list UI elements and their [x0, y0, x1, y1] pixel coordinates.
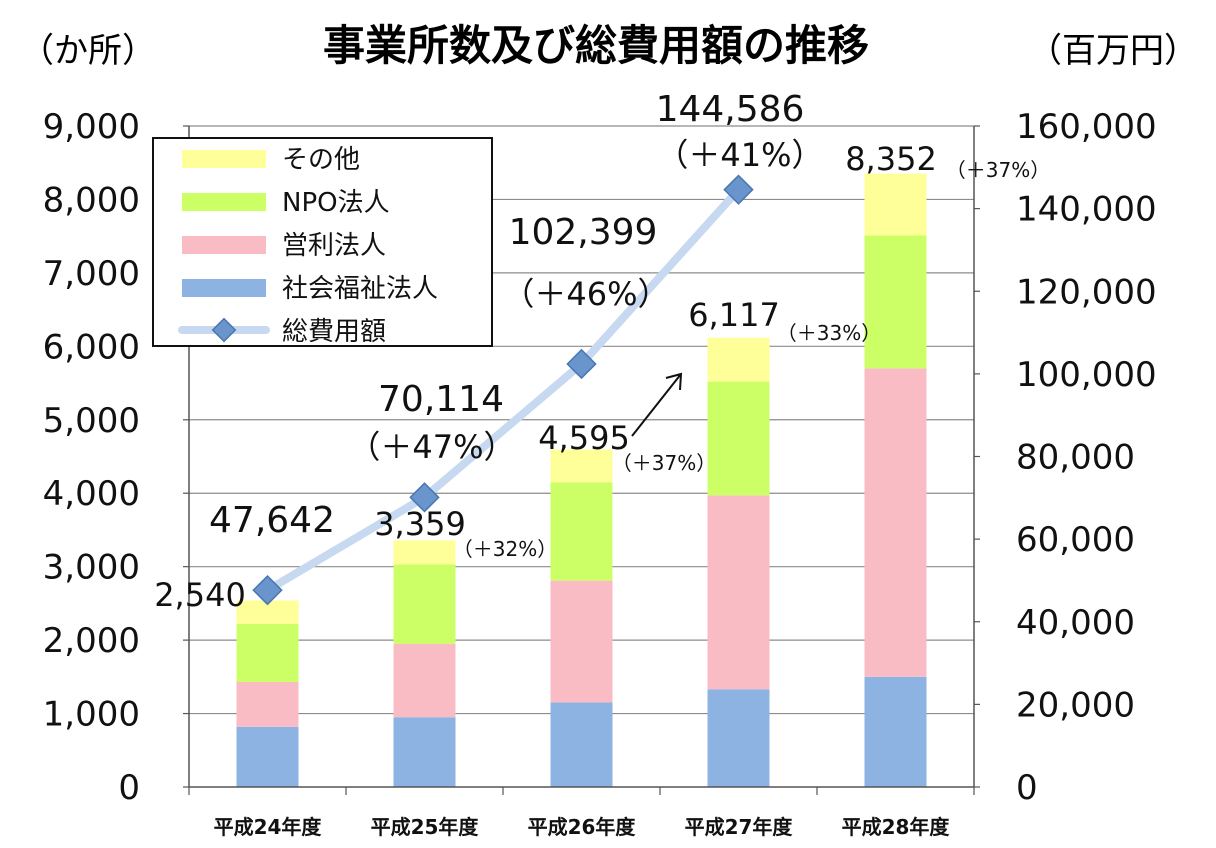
legend-swatch	[182, 193, 266, 211]
bar-segment	[864, 235, 927, 369]
bar-segment	[393, 717, 456, 787]
bar-segment	[236, 600, 299, 624]
bar-segment	[236, 726, 299, 787]
legend-label: その他	[282, 145, 360, 175]
cost-value-label: 47,642	[209, 500, 335, 541]
cost-value-label: 70,114	[378, 379, 504, 420]
cost-change-label: （＋47%）	[348, 428, 515, 466]
y-left-tick-label: 2,000	[43, 621, 140, 661]
y-left-tick-label: 5,000	[43, 401, 140, 441]
cost-line-path	[263, 185, 743, 595]
legend-swatch	[182, 279, 266, 297]
y-right-tick-label: 60,000	[1016, 520, 1135, 560]
bar-stacks	[236, 173, 927, 787]
y-left-tick-label: 6,000	[43, 327, 140, 367]
cost-line	[252, 174, 754, 606]
x-tick-label: 平成26年度	[528, 815, 637, 839]
cost-value-label: 144,586	[656, 89, 805, 130]
bar-change-label: （＋33%）	[777, 321, 881, 345]
bar-segment	[550, 702, 613, 787]
cost-change-label: （＋41%）	[656, 136, 823, 174]
y-right-tick-label: 160,000	[1016, 107, 1157, 147]
legend-swatch	[182, 150, 266, 168]
y-left-tick-label: 4,000	[43, 474, 140, 514]
bar-total-label: 4,595	[538, 419, 630, 457]
bar-segment	[236, 623, 299, 682]
y-right-unit: （百万円）	[1028, 31, 1198, 71]
bar-change-label: （＋37%）	[612, 451, 716, 475]
y-right-tick-label: 20,000	[1016, 685, 1135, 725]
y-right-tick-label: 80,000	[1016, 438, 1135, 478]
chart-title: 事業所数及び総費用額の推移	[323, 21, 869, 70]
cost-line-marker	[409, 482, 440, 513]
cost-value-label: 102,399	[509, 212, 658, 253]
y-left-tick-label: 1,000	[43, 695, 140, 735]
bar-segment	[393, 564, 456, 644]
bar-total-label: 2,540	[154, 576, 246, 614]
arrow-annotation	[631, 373, 682, 437]
x-tick-label: 平成24年度	[214, 815, 323, 839]
y-right-tick-label: 40,000	[1016, 603, 1135, 643]
bar-segment	[236, 681, 299, 727]
cost-change-label: （＋46%）	[502, 275, 669, 313]
y-right-tick-label: 140,000	[1016, 190, 1157, 230]
bar-segment	[550, 580, 613, 703]
bar-segment	[550, 482, 613, 581]
bar-segment	[393, 540, 456, 565]
bar-segment	[707, 495, 770, 690]
y-left-tick-label: 8,000	[43, 180, 140, 220]
y-left-unit: （か所）	[20, 31, 156, 71]
x-tick-label: 平成27年度	[685, 815, 794, 839]
cost-line-marker	[723, 174, 754, 205]
y-right-tick-label: 100,000	[1016, 355, 1157, 395]
bar-segment	[550, 449, 613, 483]
y-right-tick-label: 120,000	[1016, 272, 1157, 312]
bar-total-label: 8,352	[845, 140, 937, 178]
y-right-tick-label: 0	[1016, 768, 1038, 808]
bar-total-label: 3,359	[374, 505, 466, 543]
bar-total-label: 6,117	[688, 296, 780, 334]
cost-line-marker	[566, 348, 597, 380]
bar-segment	[707, 337, 770, 382]
bar-change-label: （＋32%）	[453, 537, 557, 561]
legend-label: 総費用額	[282, 317, 386, 347]
legend-line-marker	[211, 317, 237, 343]
legend-swatch	[182, 236, 266, 254]
data-labels: 47,642 70,114 （＋47%） 102,399 （＋46%） 144,586 （＋…	[154, 89, 1050, 614]
bar-segment	[864, 676, 927, 787]
y-left-tick-label: 7,000	[43, 254, 140, 294]
arrow-annotation-head	[665, 372, 683, 391]
cost-line-marker	[252, 574, 283, 606]
bar-segment	[707, 381, 770, 496]
x-tick-label: 平成25年度	[371, 815, 480, 839]
legend-label: 社会福祉法人	[282, 274, 438, 304]
x-tick-label: 平成28年度	[842, 815, 951, 839]
axes: 0 1,000 2,000 3,000 4,000 5,000 6,000 7,000 8,00…	[43, 107, 1157, 839]
bar-segment	[864, 368, 927, 677]
bar-segment	[393, 643, 456, 718]
bar-change-label: （＋37%）	[946, 158, 1050, 182]
y-left-tick-label: 9,000	[43, 107, 140, 147]
y-left-tick-label: 3,000	[43, 548, 140, 588]
legend-label: NPO法人	[282, 188, 390, 218]
bar-segment	[707, 689, 770, 787]
legend-label: 営利法人	[282, 231, 386, 261]
y-left-tick-label: 0	[118, 768, 140, 808]
bar-segment	[864, 173, 927, 236]
